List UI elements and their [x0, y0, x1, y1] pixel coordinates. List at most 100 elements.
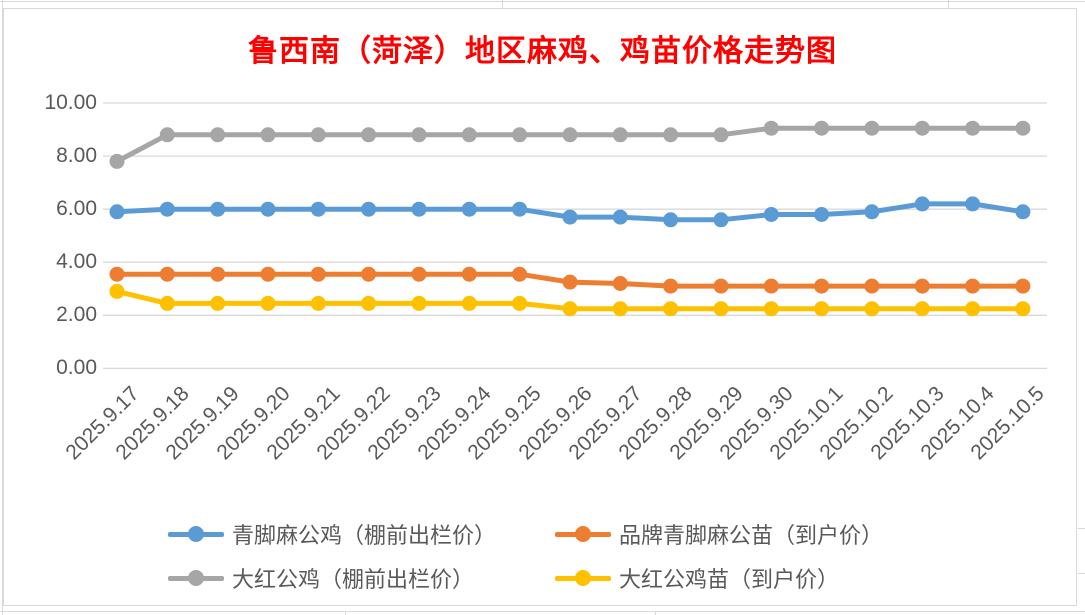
- data-point: [1015, 278, 1031, 294]
- data-point: [411, 127, 427, 143]
- legend-label: 大红公鸡苗（到户价）: [619, 567, 840, 592]
- sheet-col-line-left: [2, 0, 3, 615]
- data-point: [260, 266, 276, 282]
- data-point: [864, 278, 880, 294]
- sheet-row-stub-right-2: [1078, 573, 1085, 574]
- data-point: [763, 278, 779, 294]
- legend-dot: [575, 570, 591, 586]
- data-point: [310, 127, 326, 143]
- data-point: [210, 201, 226, 217]
- data-point: [512, 295, 528, 311]
- data-point: [713, 127, 729, 143]
- data-point: [663, 127, 679, 143]
- data-point: [864, 120, 880, 136]
- data-point: [713, 212, 729, 228]
- sheet-col-stub-bottom-2: [655, 611, 656, 615]
- sheet-col-stub-bottom-1: [345, 611, 346, 615]
- data-point: [461, 266, 477, 282]
- sheet-col-stub-top-1: [502, 0, 503, 8]
- sheet-row-line-bottom: [0, 611, 1085, 612]
- data-point: [612, 209, 628, 225]
- data-point: [361, 127, 377, 143]
- legend-dot: [575, 526, 591, 542]
- data-point: [159, 266, 175, 282]
- data-point: [713, 278, 729, 294]
- legend-label: 大红公鸡（棚前出栏价）: [232, 567, 475, 592]
- legend-item-2: 大红公鸡（棚前出栏价）: [168, 562, 474, 594]
- data-point: [763, 301, 779, 317]
- data-point: [512, 127, 528, 143]
- y-axis-tick-label: 10.00: [44, 91, 97, 114]
- data-point: [864, 204, 880, 220]
- data-point: [914, 301, 930, 317]
- legend-dot: [188, 526, 204, 542]
- data-point: [562, 127, 578, 143]
- data-point: [210, 127, 226, 143]
- legend-marker-icon: [555, 569, 611, 587]
- data-point: [109, 153, 125, 169]
- data-point: [461, 127, 477, 143]
- legend-item-0: 青脚麻公鸡（棚前出栏价）: [168, 518, 496, 550]
- data-point: [914, 278, 930, 294]
- data-point: [663, 212, 679, 228]
- data-point: [763, 120, 779, 136]
- data-point: [612, 276, 628, 291]
- data-point: [260, 295, 276, 311]
- data-point: [663, 278, 679, 294]
- legend-marker-icon: [168, 525, 224, 543]
- data-point: [1015, 120, 1031, 136]
- legend-item-1: 品牌青脚麻公苗（到户价）: [555, 518, 883, 550]
- data-point: [965, 301, 981, 317]
- data-point: [814, 278, 830, 294]
- data-point: [562, 274, 578, 290]
- legend-marker-icon: [168, 569, 224, 587]
- data-point: [411, 295, 427, 311]
- sheet-col-stub-top-2: [948, 0, 949, 8]
- data-point: [914, 196, 930, 212]
- data-point: [814, 301, 830, 317]
- data-point: [260, 127, 276, 143]
- data-point: [461, 201, 477, 217]
- data-point: [310, 295, 326, 311]
- data-point: [260, 201, 276, 217]
- data-point: [562, 209, 578, 225]
- sheet-row-line-top: [0, 1, 1085, 2]
- data-point: [411, 201, 427, 217]
- data-point: [965, 196, 981, 212]
- data-point: [109, 204, 125, 220]
- data-point: [965, 278, 981, 294]
- data-point: [612, 301, 628, 317]
- data-point: [663, 301, 679, 317]
- data-point: [310, 201, 326, 217]
- data-point: [461, 295, 477, 311]
- data-point: [210, 295, 226, 311]
- data-point: [159, 295, 175, 311]
- data-point: [361, 266, 377, 282]
- y-axis-tick-label: 6.00: [56, 197, 97, 221]
- data-point: [512, 201, 528, 217]
- legend-label: 青脚麻公鸡（棚前出栏价）: [232, 523, 497, 548]
- data-point: [109, 266, 125, 282]
- data-point: [210, 266, 226, 282]
- data-point: [814, 120, 830, 136]
- chart-title: 鲁西南（菏泽）地区麻鸡、鸡苗价格走势图: [248, 35, 837, 68]
- data-point: [763, 207, 779, 222]
- data-point: [310, 266, 326, 282]
- data-point: [512, 266, 528, 282]
- data-point: [965, 120, 981, 136]
- legend-item-3: 大红公鸡苗（到户价）: [555, 562, 839, 594]
- data-point: [1015, 301, 1031, 317]
- data-point: [411, 266, 427, 282]
- data-point: [109, 283, 125, 299]
- y-axis-tick-label: 4.00: [56, 250, 97, 274]
- legend-marker-icon: [555, 525, 611, 543]
- legend-label: 品牌青脚麻公苗（到户价）: [619, 523, 884, 548]
- data-point: [814, 207, 830, 222]
- data-point: [159, 201, 175, 217]
- y-axis-tick-label: 8.00: [56, 144, 97, 168]
- y-axis-tick-label: 0.00: [56, 356, 97, 380]
- data-point: [361, 295, 377, 311]
- sheet-row-stub-right-1: [1078, 528, 1085, 529]
